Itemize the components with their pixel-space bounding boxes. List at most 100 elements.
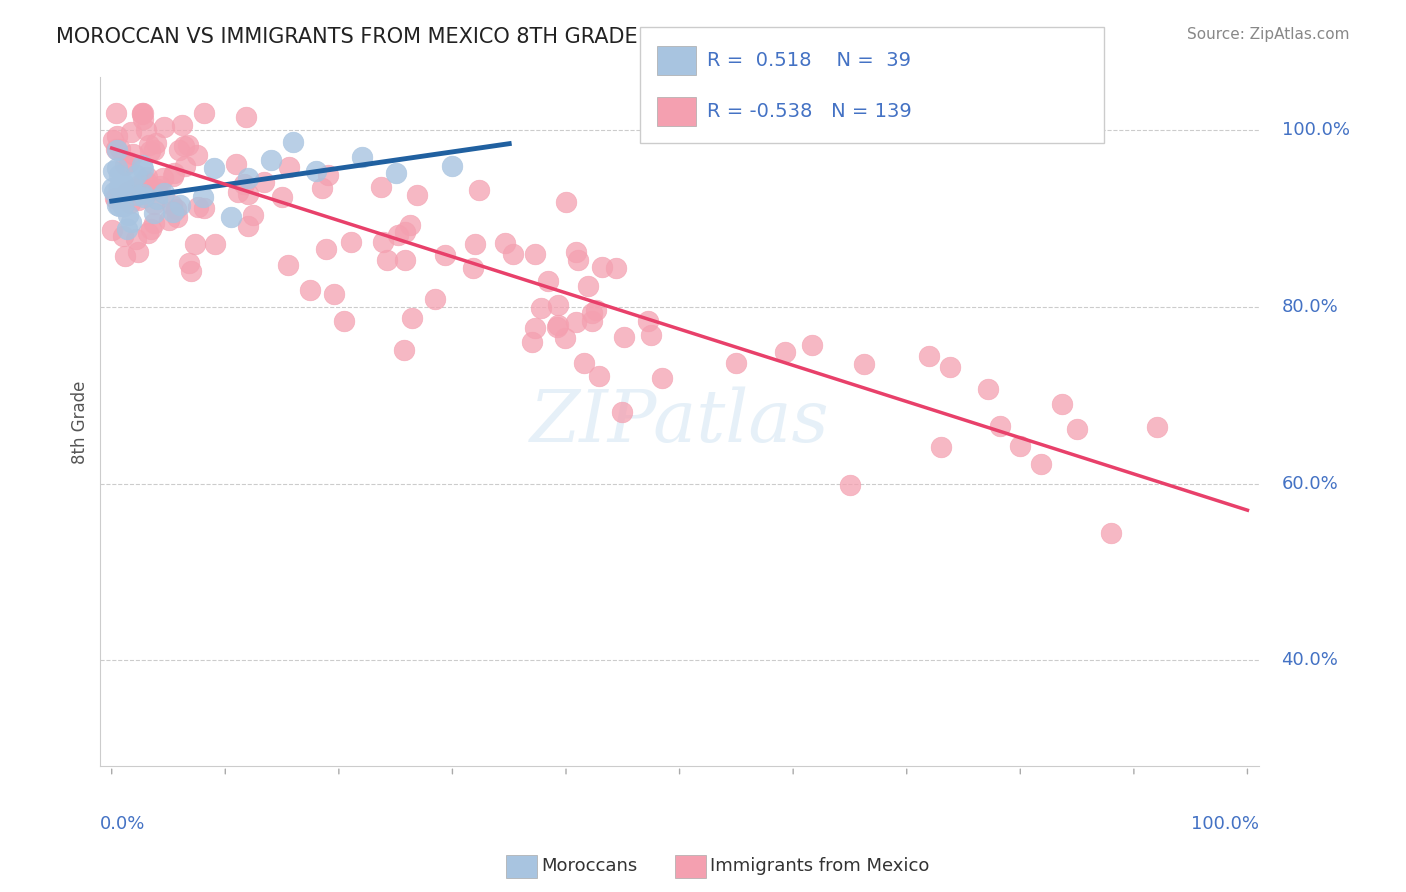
- Point: [1099, 525, 1122, 540]
- Point: [112, 176, 135, 190]
- Point: [236, 170, 259, 185]
- Text: 100.0%: 100.0%: [1281, 121, 1350, 139]
- Point: [219, 210, 242, 224]
- Text: R =  0.518    N =  39: R = 0.518 N = 39: [707, 51, 911, 70]
- Point: [131, 158, 153, 172]
- Point: [555, 194, 578, 209]
- Point: [112, 199, 135, 213]
- Point: [939, 360, 962, 375]
- Point: [236, 219, 259, 233]
- Point: [305, 164, 328, 178]
- Point: [725, 355, 748, 369]
- Point: [101, 180, 124, 194]
- Point: [387, 227, 409, 242]
- Point: [136, 227, 159, 241]
- Text: Moroccans: Moroccans: [541, 857, 637, 875]
- Point: [101, 222, 124, 236]
- Text: Immigrants from Mexico: Immigrants from Mexico: [710, 857, 929, 875]
- Point: [232, 178, 254, 192]
- Point: [637, 314, 659, 328]
- Point: [522, 334, 544, 349]
- Point: [929, 440, 952, 454]
- Point: [165, 202, 187, 216]
- Point: [537, 274, 560, 288]
- Point: [640, 328, 662, 343]
- Point: [524, 321, 547, 335]
- Point: [142, 205, 165, 219]
- Point: [142, 216, 165, 230]
- Point: [494, 235, 516, 250]
- Point: [591, 260, 613, 274]
- Point: [1146, 420, 1168, 434]
- Point: [186, 148, 208, 162]
- Point: [114, 249, 136, 263]
- Point: [800, 338, 823, 352]
- Point: [105, 128, 128, 143]
- Point: [132, 186, 155, 201]
- Point: [166, 210, 188, 224]
- Point: [394, 225, 416, 239]
- Text: ZIPatlas: ZIPatlas: [530, 386, 830, 457]
- Point: [131, 106, 153, 120]
- Point: [135, 123, 157, 137]
- Text: R = -0.538   N = 139: R = -0.538 N = 139: [707, 102, 912, 121]
- Point: [463, 260, 485, 275]
- Point: [399, 218, 422, 232]
- Point: [138, 137, 160, 152]
- Point: [581, 314, 603, 328]
- Point: [157, 213, 180, 227]
- Point: [142, 197, 165, 211]
- Point: [235, 110, 257, 124]
- Point: [152, 170, 174, 185]
- Point: [145, 136, 167, 151]
- Point: [988, 419, 1011, 434]
- Point: [127, 245, 149, 260]
- Point: [370, 180, 392, 194]
- Point: [149, 178, 172, 193]
- Point: [125, 168, 148, 182]
- Point: [425, 293, 447, 307]
- Point: [105, 105, 128, 120]
- Point: [146, 182, 169, 196]
- Point: [120, 215, 142, 229]
- Point: [132, 112, 155, 127]
- Point: [103, 164, 125, 178]
- Point: [464, 237, 486, 252]
- Point: [112, 186, 135, 200]
- Point: [468, 182, 491, 196]
- Point: [1029, 457, 1052, 471]
- Point: [373, 235, 395, 249]
- Point: [581, 305, 603, 319]
- Point: [392, 343, 415, 357]
- Point: [375, 253, 398, 268]
- Point: [394, 252, 416, 267]
- Point: [104, 191, 127, 205]
- Point: [173, 159, 195, 173]
- Point: [153, 120, 176, 134]
- Point: [111, 229, 134, 244]
- Point: [853, 357, 876, 371]
- Text: 0.0%: 0.0%: [100, 814, 146, 832]
- Point: [107, 180, 129, 194]
- Point: [180, 264, 202, 278]
- Point: [104, 192, 127, 206]
- Text: 100.0%: 100.0%: [1191, 814, 1258, 832]
- Point: [193, 201, 215, 215]
- Point: [405, 188, 427, 202]
- Point: [105, 161, 128, 175]
- Point: [576, 278, 599, 293]
- Point: [572, 356, 595, 370]
- Point: [977, 382, 1000, 396]
- Point: [323, 287, 346, 301]
- Point: [187, 200, 209, 214]
- Point: [179, 256, 201, 270]
- Point: [224, 157, 246, 171]
- Point: [120, 125, 142, 139]
- Point: [145, 192, 167, 206]
- Point: [340, 235, 363, 249]
- Point: [773, 345, 796, 359]
- Point: [139, 144, 162, 158]
- Point: [318, 168, 340, 182]
- Point: [1066, 422, 1088, 436]
- Point: [117, 221, 139, 235]
